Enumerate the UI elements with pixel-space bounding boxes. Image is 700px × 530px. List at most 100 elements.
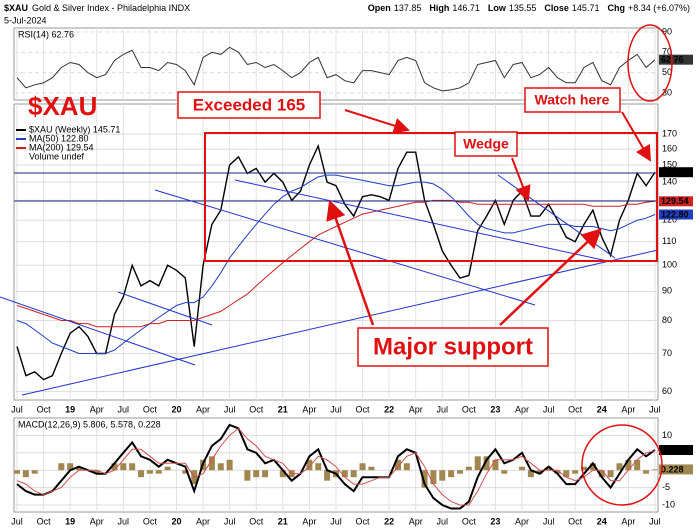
histogram-bar [164, 466, 171, 471]
annotation-box [524, 87, 621, 113]
x-tick-label: Jul [118, 404, 130, 414]
x-tick-label: Apr [90, 404, 104, 414]
header-date: 5-Jul-2024 [4, 15, 47, 25]
histogram-bar [394, 459, 401, 471]
histogram-bar [359, 463, 366, 471]
x-tick-label: Apr [409, 516, 423, 526]
highlight-box [204, 132, 658, 262]
histogram-bar [598, 470, 605, 478]
histogram-bar [31, 470, 38, 474]
annotation-box [454, 131, 518, 157]
value-tag [659, 196, 693, 207]
value-tag [659, 445, 693, 456]
x-tick-label: Oct [143, 516, 158, 526]
histogram-bar [607, 470, 614, 478]
line-series [16, 427, 656, 506]
histogram-bar [368, 466, 375, 471]
x-tick-label: 21 [278, 404, 288, 414]
value-tag-label: 122.80 [661, 209, 689, 219]
x-tick-label: Apr [409, 404, 423, 414]
x-tick-label: Apr [196, 516, 210, 526]
histogram-bar [208, 456, 215, 471]
x-tick-label: Apr [302, 516, 316, 526]
x-tick-label: 21 [278, 516, 288, 526]
y-tick-label: 80 [662, 315, 672, 325]
y-tick-label: 110 [662, 236, 676, 246]
value-tag-label: 0.228 [661, 464, 684, 474]
arrow [621, 111, 652, 162]
y-tick-label: 50 [662, 67, 672, 77]
quote-value: 135.55 [509, 3, 537, 13]
x-tick-label: Oct [37, 516, 52, 526]
annotation: Watch here [535, 92, 610, 108]
y-tick-label: 100 [662, 260, 677, 270]
value-tag [659, 167, 693, 178]
y-tick-label: 90 [662, 26, 672, 36]
histogram-bar [93, 470, 100, 474]
x-tick-label: 22 [384, 516, 394, 526]
y-tick-label: 30 [662, 87, 672, 97]
histogram-bar [341, 470, 348, 478]
annotation: Exceeded 165 [193, 95, 305, 114]
histogram-bar [616, 463, 623, 471]
y-tick-label: 170 [662, 128, 677, 138]
x-tick-label: 20 [171, 516, 181, 526]
value-tag-label: 145.71 [661, 167, 689, 177]
x-tick-label: Oct [568, 404, 583, 414]
x-tick-label: Apr [621, 404, 635, 414]
histogram-bar [439, 470, 446, 481]
x-tick-label: Oct [462, 516, 477, 526]
x-tick-label: Jul [11, 404, 23, 414]
highlight-circle [581, 424, 663, 506]
y-tick-label: 90 [662, 286, 672, 296]
x-tick-label: Apr [621, 516, 635, 526]
quote-value: 146.71 [452, 3, 480, 13]
annotation: $XAU [28, 91, 97, 121]
histogram-bar [129, 463, 136, 471]
value-tag-label: 5.806 [661, 445, 684, 455]
arrow [499, 228, 602, 326]
y-tick-label: 120 [662, 215, 677, 225]
histogram-bar [651, 469, 658, 471]
quote-label: Low [488, 3, 507, 13]
quote-value: +8.34 (+6.07%) [628, 3, 690, 13]
x-tick-label: Apr [515, 404, 529, 414]
x-tick-label: Jul [437, 404, 449, 414]
histogram-bar [501, 470, 508, 474]
histogram-bar [217, 463, 224, 471]
legend-entry: MA(50) 122.80 [29, 133, 89, 143]
histogram-bar [430, 470, 437, 485]
annotation-box [357, 327, 549, 367]
y-tick-label: -5 [662, 482, 670, 492]
y-tick-label: 160 [662, 143, 677, 153]
x-tick-label: Jul [118, 516, 130, 526]
histogram-bar [14, 470, 20, 474]
histogram-bar [403, 463, 410, 471]
x-tick-label: Oct [356, 516, 371, 526]
quote-label: High [429, 3, 449, 13]
x-tick-label: Jul [649, 404, 661, 414]
legend-entry: Volume undef [29, 151, 85, 161]
histogram-bar [262, 470, 269, 478]
histogram-bar [589, 463, 596, 471]
arrow [344, 109, 410, 134]
y-tick-label: 60 [662, 386, 672, 396]
line-series [16, 423, 656, 510]
value-tag-label: 129.54 [661, 196, 689, 206]
x-tick-label: Jul [649, 516, 661, 526]
x-tick-label: Jul [330, 404, 342, 414]
y-tick-label: 70 [662, 348, 672, 358]
x-tick-label: 24 [597, 516, 607, 526]
header-title: $XAU Gold & Silver Index - Philadelphia I… [4, 3, 190, 13]
histogram-bar [421, 470, 428, 488]
x-tick-label: 23 [490, 516, 500, 526]
value-tag [659, 209, 693, 220]
histogram-bar [350, 470, 357, 478]
y-tick-label: 140 [662, 176, 677, 186]
histogram-bar [625, 459, 632, 471]
legend-entry: $XAU (Weekly) 145.71 [29, 124, 120, 134]
line-series [16, 199, 655, 328]
line-series [16, 174, 656, 354]
histogram-bar [483, 456, 490, 471]
